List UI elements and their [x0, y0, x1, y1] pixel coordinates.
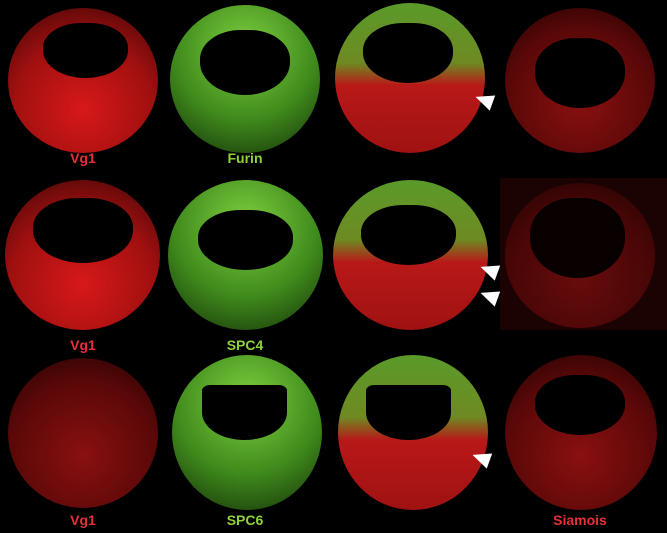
spc6-embryo [172, 355, 322, 510]
furin-embryo [170, 5, 320, 153]
siamois-embryo-row1 [505, 8, 655, 153]
siamois-embryo-row3 [505, 355, 657, 510]
label-vg1-row1: Vg1 [70, 150, 96, 166]
siamois-embryo-row2 [505, 183, 655, 328]
label-spc4: SPC4 [226, 337, 264, 353]
label-spc6: SPC6 [226, 512, 264, 528]
label-siamois: Siamois [553, 512, 607, 528]
merge-embryo-row2 [333, 180, 488, 330]
vg1-embryo-row1 [8, 8, 158, 153]
siamois-panel-row2 [500, 178, 667, 330]
label-vg1-row2: Vg1 [70, 337, 96, 353]
label-vg1-row3: Vg1 [70, 512, 96, 528]
vg1-embryo-row3 [8, 358, 158, 508]
label-furin: Furin [227, 150, 263, 166]
vg1-embryo-row2 [5, 180, 160, 330]
spc4-embryo [168, 180, 323, 330]
merge-embryo-row3 [338, 355, 488, 510]
arrowhead-icon [477, 285, 501, 307]
merge-embryo-row1 [335, 3, 485, 153]
